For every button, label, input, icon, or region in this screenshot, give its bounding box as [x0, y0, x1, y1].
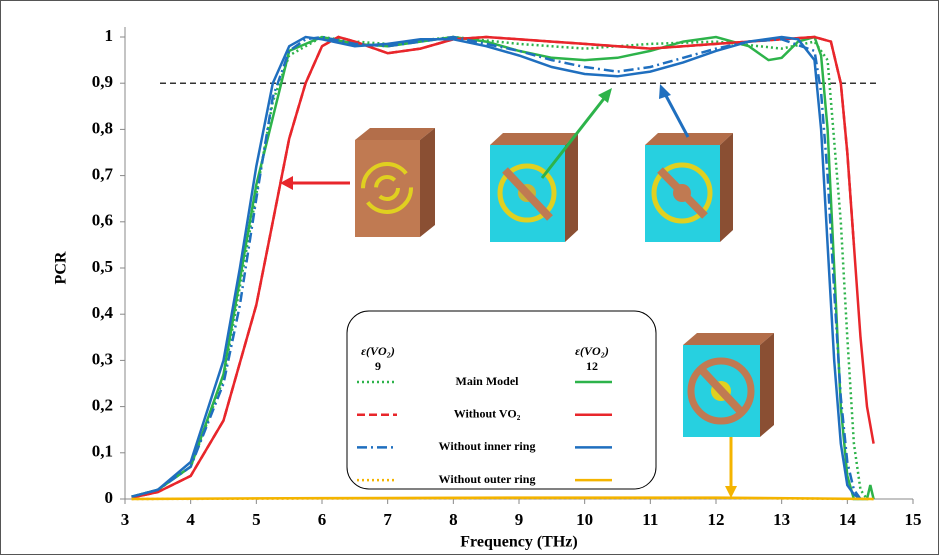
- y-tick-label: 0,7: [92, 165, 114, 184]
- x-tick-label: 8: [449, 510, 458, 529]
- y-axis-title: PCR: [53, 251, 70, 284]
- y-tick-label: 0,6: [92, 211, 113, 230]
- x-tick-label: 7: [383, 510, 392, 529]
- x-tick-label: 14: [839, 510, 857, 529]
- x-tick-label: 12: [708, 510, 725, 529]
- y-tick-label: 0,4: [92, 303, 114, 322]
- y-tick-label: 0,1: [92, 442, 113, 461]
- legend-header: ε(VO₂): [575, 344, 609, 358]
- y-tick-label: 1: [105, 26, 114, 45]
- y-tick-label: 0,8: [92, 118, 113, 137]
- unit-cell-4: [683, 333, 774, 437]
- legend-box: [347, 311, 656, 489]
- chart: Frequency (THz) PCR 00,10: [0, 0, 939, 555]
- x-tick-label: 6: [318, 510, 327, 529]
- legend-label: Main Model: [456, 374, 520, 388]
- y-tick-label: 0,2: [92, 396, 113, 415]
- legend-column-label: 12: [586, 359, 598, 373]
- legend-label: Without VO₂: [454, 406, 521, 420]
- x-tick-label: 5: [252, 510, 261, 529]
- x-tick-label: 11: [642, 510, 658, 529]
- unit-cell-1: [355, 128, 435, 237]
- y-tick-label: 0,3: [92, 349, 113, 368]
- y-tick-label: 0: [105, 488, 114, 507]
- x-axis-title: Frequency (THz): [460, 534, 577, 551]
- legend-label: Without outer ring: [439, 472, 536, 486]
- x-tick-label: 13: [773, 510, 790, 529]
- y-tick-label: 0,9: [92, 72, 113, 91]
- legend-column-label: 9: [375, 359, 381, 373]
- x-tick-label: 10: [576, 510, 593, 529]
- x-tick-label: 9: [515, 510, 524, 529]
- series-line: [132, 498, 874, 499]
- x-tick-label: 15: [905, 510, 922, 529]
- legend-header: ε(VO₂): [361, 344, 395, 358]
- x-tick-label: 4: [186, 510, 195, 529]
- x-tick-label: 3: [121, 510, 130, 529]
- legend-label: Without inner ring: [439, 439, 536, 453]
- y-tick-label: 0,5: [92, 257, 113, 276]
- unit-cell-3: [645, 133, 733, 242]
